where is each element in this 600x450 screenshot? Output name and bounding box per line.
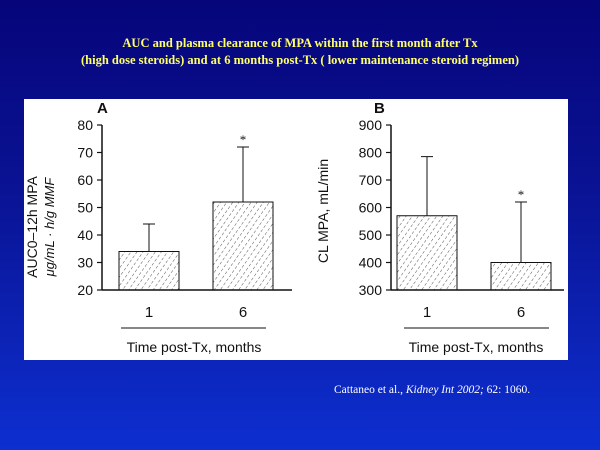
citation-authors: Cattaneo et al., bbox=[334, 384, 406, 396]
y-axis-label-a-line1: AUC0–12h MPA bbox=[24, 176, 40, 278]
y-tick-label: 20 bbox=[77, 282, 93, 298]
citation: Cattaneo et al., Kidney Int 2002; 62: 10… bbox=[334, 384, 530, 396]
bar bbox=[118, 251, 180, 291]
panel-label-a: A bbox=[97, 100, 108, 117]
y-tick-label: 70 bbox=[77, 145, 93, 161]
citation-journal: Kidney Int 2002; bbox=[405, 384, 484, 396]
y-tick-label: 700 bbox=[359, 172, 383, 188]
x-axis-label-a: Time post-Tx, months bbox=[127, 339, 262, 355]
x-category-label: 6 bbox=[517, 304, 525, 321]
x-category-label: 1 bbox=[145, 304, 153, 321]
significance-marker: * bbox=[240, 132, 247, 147]
y-tick-label: 800 bbox=[359, 145, 383, 161]
x-axis-label-b: Time post-Tx, months bbox=[409, 339, 544, 355]
x-category-label: 6 bbox=[239, 304, 247, 321]
y-tick-label: 30 bbox=[77, 255, 93, 271]
y-tick-label: 900 bbox=[359, 117, 383, 133]
y-tick-label: 300 bbox=[359, 282, 383, 298]
bar bbox=[212, 201, 274, 291]
y-tick-label: 60 bbox=[77, 172, 93, 188]
panel-label-b: B bbox=[374, 100, 385, 117]
y-tick-label: 400 bbox=[359, 255, 383, 271]
slide-title-line-2: (high dose steroids) and at 6 months pos… bbox=[81, 53, 519, 67]
citation-reference: 62: 1060. bbox=[483, 384, 531, 396]
y-axis-label-b: CL MPA, mL/min bbox=[315, 159, 331, 263]
bar bbox=[490, 262, 552, 291]
figure-panel: A AUC0–12h MPA μg/mL · h/g MMF 20 30 40 50 6… bbox=[24, 99, 568, 360]
figure-background bbox=[24, 99, 568, 360]
y-tick-label: 500 bbox=[359, 227, 383, 243]
bar bbox=[396, 215, 458, 291]
y-tick-label: 50 bbox=[77, 200, 93, 216]
x-category-label: 1 bbox=[423, 304, 431, 321]
y-tick-label: 80 bbox=[77, 117, 93, 133]
y-tick-label: 600 bbox=[359, 200, 383, 216]
chart-panel-b: B CL MPA, mL/min 300 400 500 600 700 800 900 1… bbox=[315, 100, 564, 355]
y-axis-label-a-line2: μg/mL · h/g MMF bbox=[42, 177, 57, 278]
chart-panel-a: A AUC0–12h MPA μg/mL · h/g MMF 20 30 40 50 6… bbox=[24, 100, 292, 355]
slide-title-line-1: AUC and plasma clearance of MPA within t… bbox=[122, 36, 478, 50]
y-tick-label: 40 bbox=[77, 227, 93, 243]
significance-marker: * bbox=[518, 187, 525, 202]
